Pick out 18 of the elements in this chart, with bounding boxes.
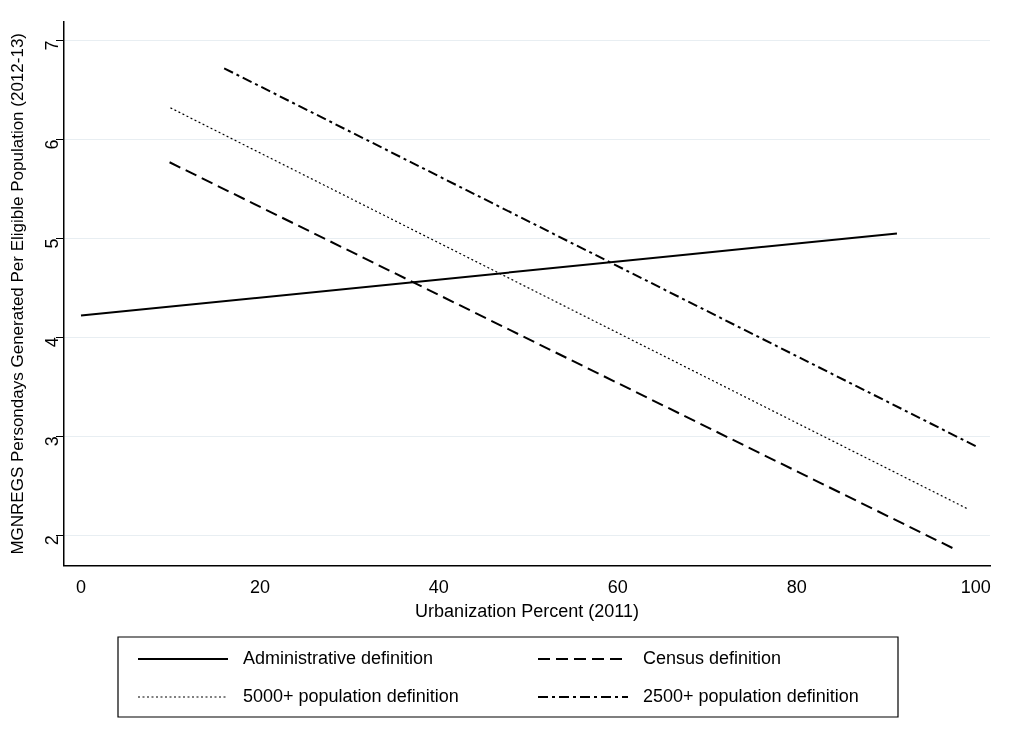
x-tick-label: 80 bbox=[786, 576, 807, 597]
legend-label: 5000+ population definition bbox=[243, 685, 459, 706]
y-tick-label: 3 bbox=[41, 436, 62, 447]
x-tick-label: 60 bbox=[607, 576, 628, 597]
x-tick-label: 0 bbox=[75, 576, 87, 597]
y-tick-label: 2 bbox=[41, 535, 62, 546]
x-tick-label: 40 bbox=[428, 576, 449, 597]
legend-label: 2500+ population definition bbox=[643, 685, 859, 706]
x-tick-label: 100 bbox=[960, 576, 991, 597]
legend-label: Census definition bbox=[643, 647, 782, 668]
y-axis-title: MGNREGS Persondays Generated Per Eligible Population (2012-13) bbox=[7, 33, 27, 555]
y-tick-label: 7 bbox=[41, 40, 62, 51]
y-tick-label: 6 bbox=[41, 139, 62, 150]
x-tick-label: 20 bbox=[249, 576, 270, 597]
legend-label: Administrative definition bbox=[243, 647, 434, 668]
x-axis-title: Urbanization Percent (2011) bbox=[415, 601, 639, 622]
y-tick-label: 4 bbox=[41, 337, 62, 348]
y-tick-label: 5 bbox=[41, 238, 62, 249]
